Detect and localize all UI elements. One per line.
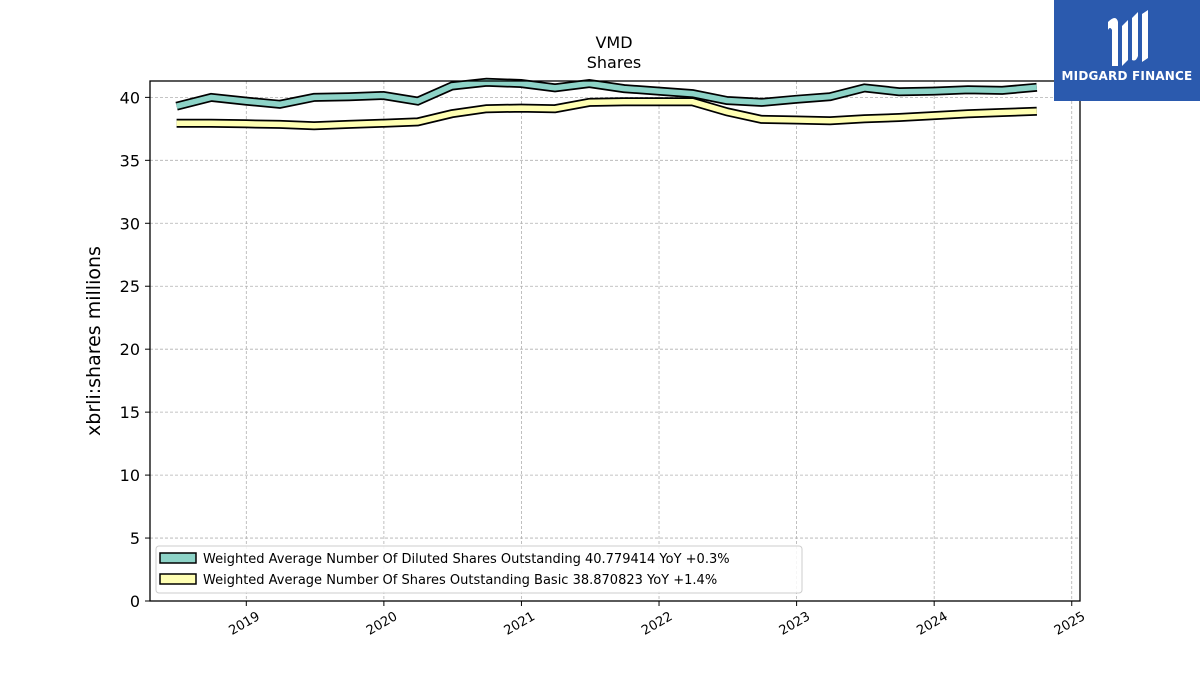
legend-label: Weighted Average Number Of Diluted Share… [203, 552, 730, 567]
x-tick-label: 2021 [502, 609, 538, 639]
x-tick-label: 2019 [226, 609, 262, 639]
y-tick-label: 40 [120, 88, 140, 107]
y-tick-label: 20 [120, 340, 140, 359]
y-tick-label: 35 [120, 151, 140, 170]
series-outline-2 [176, 97, 1037, 131]
legend-swatch [159, 573, 197, 585]
legend-swatch [159, 552, 197, 564]
legend-label: Weighted Average Number Of Shares Outsta… [203, 573, 717, 588]
logo-text: MIDGARD FINANCE [1061, 69, 1193, 83]
series-line-2 [176, 99, 1037, 129]
grid [150, 81, 1080, 602]
y-tick-label: 25 [120, 277, 140, 296]
series-layer [175, 77, 1038, 131]
logo-mark-icon [1108, 10, 1148, 66]
y-tick-label: 0 [130, 592, 140, 611]
y-axis-label: xbrli:shares millions [83, 246, 105, 436]
y-tick-label: 15 [120, 403, 140, 422]
y-tick-label: 10 [120, 466, 140, 485]
chart-title: VMD [595, 33, 632, 52]
x-tick-label: 2025 [1052, 609, 1088, 639]
series-line-1 [175, 79, 1038, 109]
midgard-finance-logo: MIDGARD FINANCE [1054, 0, 1200, 101]
legend-box [155, 545, 803, 594]
x-tick-label: 2023 [777, 609, 813, 639]
legend: Weighted Average Number Of Diluted Share… [155, 545, 803, 594]
x-tick-label: 2024 [914, 609, 950, 639]
y-axis: 0 5 10 15 20 25 30 35 40 [120, 88, 150, 611]
x-tick-label: 2022 [639, 609, 675, 639]
x-tick-label: 2020 [364, 609, 400, 639]
chart-subtitle: Shares [587, 53, 642, 72]
x-axis: 2019 2020 2021 2022 2023 2024 2025 [226, 601, 1088, 639]
y-tick-label: 30 [120, 214, 140, 233]
y-tick-label: 5 [130, 529, 140, 548]
plot-frame [149, 80, 1081, 602]
